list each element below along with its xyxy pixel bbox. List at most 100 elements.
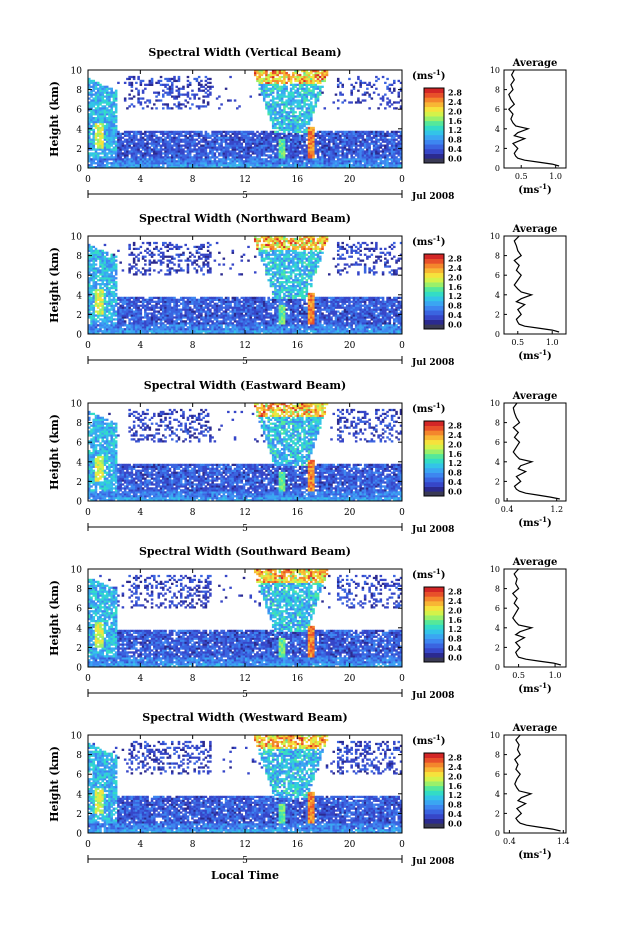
heatmap-cell — [236, 154, 239, 157]
heatmap-cell — [334, 93, 338, 96]
heatmap-cell — [164, 316, 167, 319]
heatmap-cell — [132, 160, 136, 163]
heatmap-cell — [130, 253, 134, 256]
heatmap-cell — [103, 267, 107, 270]
heatmap-cell — [179, 152, 183, 155]
heatmap-cell — [359, 142, 362, 145]
heatmap-cell — [162, 300, 165, 303]
heatmap-cell — [354, 164, 358, 167]
heatmap-cell — [132, 146, 136, 149]
heatmap-cell — [99, 134, 102, 137]
heatmap-cell — [204, 132, 208, 135]
heatmap-cell — [112, 298, 116, 301]
heatmap-cell — [144, 134, 147, 137]
heatmap-cell — [148, 267, 152, 270]
heatmap-cell — [245, 150, 248, 153]
heatmap-cell — [153, 103, 156, 106]
heatmap-cell — [146, 142, 149, 145]
heatmap-cell — [108, 138, 111, 141]
heatmap-cell — [94, 255, 98, 258]
heatmap-cell — [132, 144, 136, 147]
heatmap-cell — [168, 267, 172, 270]
heatmap-cell — [368, 162, 371, 165]
heatmap-cell — [267, 95, 270, 98]
heatmap-cell — [283, 81, 286, 85]
heatmap-cell — [231, 152, 235, 155]
heatmap-cell — [312, 146, 315, 149]
heatmap-cell — [99, 91, 102, 94]
heatmap-cell — [179, 164, 183, 167]
heatmap-cell — [269, 158, 273, 161]
heatmap-cell — [307, 93, 311, 96]
heatmap-cell — [278, 79, 282, 83]
heatmap-cell — [258, 87, 261, 90]
heatmap-cell — [121, 146, 125, 149]
heatmap-cell — [162, 166, 165, 169]
heatmap-cell — [204, 158, 208, 161]
heatmap-cell — [153, 162, 156, 165]
heatmap-cell — [186, 146, 190, 149]
heatmap-cell — [114, 322, 118, 325]
heatmap-cell — [177, 144, 181, 147]
heatmap-cell — [88, 122, 91, 126]
heatmap-cell — [265, 71, 268, 75]
heatmap-cell — [330, 138, 333, 141]
heatmap-cell — [166, 93, 170, 96]
heatmap-cell — [173, 298, 176, 301]
heatmap-cell — [126, 314, 129, 317]
heatmap-cell — [276, 122, 279, 126]
heatmap-cell — [105, 130, 109, 134]
heatmap-cell — [280, 146, 284, 149]
heatmap-cell — [256, 71, 259, 75]
heatmap-cell — [94, 332, 98, 335]
heatmap-cell — [168, 91, 172, 94]
heatmap-cell — [296, 103, 300, 106]
heatmap-cell — [384, 132, 387, 135]
heatmap-cell — [155, 324, 158, 327]
heatmap-cell — [130, 308, 134, 311]
heatmap-cell — [99, 166, 102, 169]
heatmap-cell — [379, 144, 383, 147]
heatmap-cell — [393, 138, 396, 141]
heatmap-cell — [166, 156, 170, 159]
heatmap-cell — [94, 83, 98, 86]
heatmap-cell — [144, 306, 147, 309]
heatmap-cell — [399, 107, 403, 110]
heatmap-cell — [150, 130, 154, 134]
heatmap-cell — [92, 146, 96, 149]
heatmap-cell — [280, 95, 284, 98]
heatmap-cell — [287, 164, 291, 167]
heatmap-cell — [153, 269, 156, 272]
heatmap-cell — [105, 148, 109, 151]
heatmap-cell — [233, 150, 237, 153]
heatmap-cell — [92, 300, 96, 303]
heatmap-cell — [88, 298, 91, 301]
heatmap-cell — [354, 158, 358, 161]
heatmap-cell — [321, 162, 324, 165]
heatmap-cell — [175, 312, 179, 315]
heatmap-cell — [298, 128, 302, 132]
heatmap-cell — [287, 144, 291, 147]
heatmap-cell — [386, 77, 389, 81]
heatmap-cell — [188, 166, 192, 169]
heatmap-cell — [386, 138, 389, 141]
heatmap-cell — [276, 83, 279, 86]
heatmap-cell — [157, 91, 161, 94]
heatmap-cell — [92, 132, 96, 135]
heatmap-cell — [294, 162, 297, 165]
heatmap-cell — [112, 138, 116, 141]
heatmap-cell — [179, 253, 183, 256]
heatmap-cell — [108, 122, 111, 126]
heatmap-cell — [114, 119, 118, 122]
heatmap-cell — [341, 162, 344, 165]
heatmap-cell — [327, 148, 331, 151]
heatmap-cell — [209, 146, 212, 149]
heatmap-cell — [262, 87, 266, 90]
heatmap-cell — [296, 148, 300, 151]
heatmap-cell — [177, 93, 181, 96]
heatmap-cell — [117, 306, 120, 309]
heatmap-cell — [271, 99, 275, 102]
heatmap-cell — [294, 160, 297, 163]
heatmap-cell — [170, 324, 174, 327]
heatmap-cell — [265, 144, 268, 147]
